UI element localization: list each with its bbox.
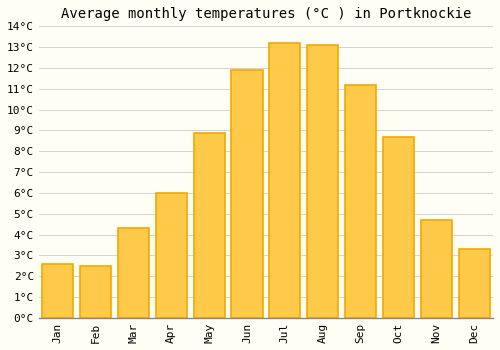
Bar: [80, 266, 111, 318]
Bar: [345, 85, 376, 318]
Bar: [42, 264, 74, 318]
Bar: [194, 133, 224, 318]
Bar: [232, 70, 262, 318]
Bar: [118, 228, 149, 318]
Title: Average monthly temperatures (°C ) in Portknockie: Average monthly temperatures (°C ) in Po…: [60, 7, 471, 21]
Bar: [307, 45, 338, 318]
Bar: [156, 193, 187, 318]
Bar: [421, 220, 452, 318]
Bar: [383, 137, 414, 318]
Bar: [458, 249, 490, 318]
Bar: [270, 43, 300, 318]
